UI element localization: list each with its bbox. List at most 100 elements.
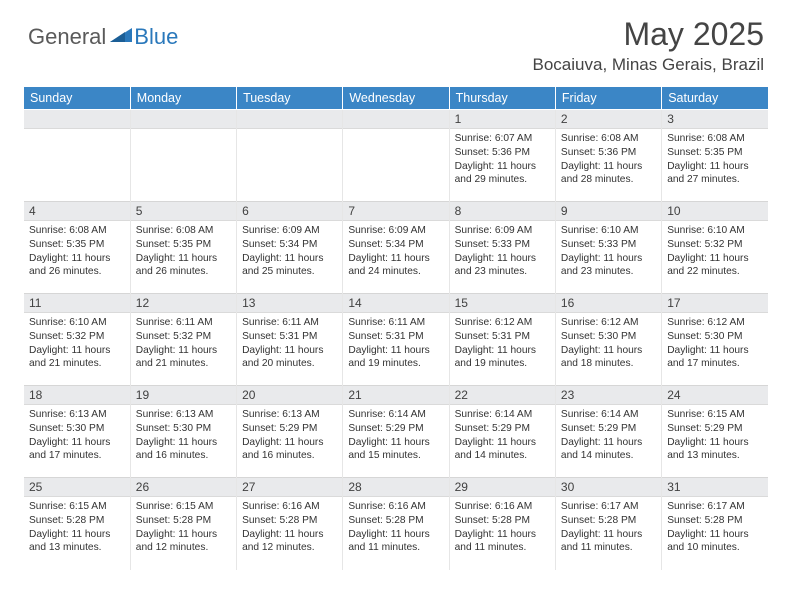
day-details: Sunrise: 6:12 AMSunset: 5:30 PMDaylight:… bbox=[662, 313, 768, 373]
sunset-text: Sunset: 5:35 PM bbox=[29, 238, 125, 252]
day-details: Sunrise: 6:10 AMSunset: 5:32 PMDaylight:… bbox=[24, 313, 130, 373]
daylight-text: Daylight: 11 hours and 22 minutes. bbox=[667, 252, 763, 280]
day-number: 25 bbox=[24, 478, 130, 497]
calendar-week-row: 18Sunrise: 6:13 AMSunset: 5:30 PMDayligh… bbox=[24, 386, 768, 478]
day-number: 28 bbox=[343, 478, 448, 497]
day-number bbox=[343, 110, 448, 129]
day-details: Sunrise: 6:11 AMSunset: 5:31 PMDaylight:… bbox=[237, 313, 342, 373]
calendar-day-cell bbox=[237, 110, 343, 202]
day-number: 8 bbox=[450, 202, 555, 221]
sunset-text: Sunset: 5:29 PM bbox=[348, 422, 443, 436]
daylight-text: Daylight: 11 hours and 18 minutes. bbox=[561, 344, 656, 372]
sunset-text: Sunset: 5:28 PM bbox=[29, 514, 125, 528]
calendar-day-cell: 12Sunrise: 6:11 AMSunset: 5:32 PMDayligh… bbox=[130, 294, 236, 386]
calendar-day-cell: 19Sunrise: 6:13 AMSunset: 5:30 PMDayligh… bbox=[130, 386, 236, 478]
weekday-header-row: Sunday Monday Tuesday Wednesday Thursday… bbox=[24, 87, 768, 110]
daylight-text: Daylight: 11 hours and 14 minutes. bbox=[561, 436, 656, 464]
calendar-day-cell: 5Sunrise: 6:08 AMSunset: 5:35 PMDaylight… bbox=[130, 202, 236, 294]
calendar-day-cell: 2Sunrise: 6:08 AMSunset: 5:36 PMDaylight… bbox=[555, 110, 661, 202]
calendar-day-cell: 29Sunrise: 6:16 AMSunset: 5:28 PMDayligh… bbox=[449, 478, 555, 570]
day-number: 2 bbox=[556, 110, 661, 129]
calendar-day-cell: 4Sunrise: 6:08 AMSunset: 5:35 PMDaylight… bbox=[24, 202, 130, 294]
sunrise-text: Sunrise: 6:09 AM bbox=[242, 224, 337, 238]
day-number: 6 bbox=[237, 202, 342, 221]
sunrise-text: Sunrise: 6:09 AM bbox=[348, 224, 443, 238]
calendar-week-row: 1Sunrise: 6:07 AMSunset: 5:36 PMDaylight… bbox=[24, 110, 768, 202]
sunset-text: Sunset: 5:34 PM bbox=[242, 238, 337, 252]
sunset-text: Sunset: 5:35 PM bbox=[136, 238, 231, 252]
day-details: Sunrise: 6:08 AMSunset: 5:36 PMDaylight:… bbox=[556, 129, 661, 189]
day-number: 10 bbox=[662, 202, 768, 221]
sunrise-text: Sunrise: 6:14 AM bbox=[455, 408, 550, 422]
sunrise-text: Sunrise: 6:12 AM bbox=[667, 316, 763, 330]
calendar-day-cell: 26Sunrise: 6:15 AMSunset: 5:28 PMDayligh… bbox=[130, 478, 236, 570]
day-number bbox=[24, 110, 130, 129]
sunset-text: Sunset: 5:35 PM bbox=[667, 146, 763, 160]
day-number: 21 bbox=[343, 386, 448, 405]
sunrise-text: Sunrise: 6:16 AM bbox=[455, 500, 550, 514]
day-details: Sunrise: 6:12 AMSunset: 5:31 PMDaylight:… bbox=[450, 313, 555, 373]
daylight-text: Daylight: 11 hours and 12 minutes. bbox=[136, 528, 231, 556]
weekday-header: Thursday bbox=[449, 87, 555, 110]
day-details: Sunrise: 6:15 AMSunset: 5:28 PMDaylight:… bbox=[24, 497, 130, 557]
sunset-text: Sunset: 5:28 PM bbox=[242, 514, 337, 528]
sunrise-text: Sunrise: 6:16 AM bbox=[242, 500, 337, 514]
sunrise-text: Sunrise: 6:08 AM bbox=[29, 224, 125, 238]
day-number: 26 bbox=[131, 478, 236, 497]
day-details: Sunrise: 6:08 AMSunset: 5:35 PMDaylight:… bbox=[24, 221, 130, 281]
day-details: Sunrise: 6:17 AMSunset: 5:28 PMDaylight:… bbox=[662, 497, 768, 557]
day-number: 22 bbox=[450, 386, 555, 405]
sunrise-text: Sunrise: 6:13 AM bbox=[242, 408, 337, 422]
sunrise-text: Sunrise: 6:11 AM bbox=[348, 316, 443, 330]
daylight-text: Daylight: 11 hours and 11 minutes. bbox=[348, 528, 443, 556]
calendar-day-cell: 23Sunrise: 6:14 AMSunset: 5:29 PMDayligh… bbox=[555, 386, 661, 478]
sunrise-text: Sunrise: 6:10 AM bbox=[29, 316, 125, 330]
sunset-text: Sunset: 5:31 PM bbox=[455, 330, 550, 344]
sunset-text: Sunset: 5:34 PM bbox=[348, 238, 443, 252]
sunset-text: Sunset: 5:30 PM bbox=[136, 422, 231, 436]
day-number: 29 bbox=[450, 478, 555, 497]
daylight-text: Daylight: 11 hours and 13 minutes. bbox=[667, 436, 763, 464]
day-details: Sunrise: 6:12 AMSunset: 5:30 PMDaylight:… bbox=[556, 313, 661, 373]
sunset-text: Sunset: 5:28 PM bbox=[561, 514, 656, 528]
calendar-day-cell bbox=[24, 110, 130, 202]
sunset-text: Sunset: 5:33 PM bbox=[561, 238, 656, 252]
logo-text-general: General bbox=[28, 24, 106, 50]
header: General Blue May 2025 Bocaiuva, Minas Ge… bbox=[0, 0, 792, 79]
weekday-header: Sunday bbox=[24, 87, 130, 110]
calendar-day-cell: 20Sunrise: 6:13 AMSunset: 5:29 PMDayligh… bbox=[237, 386, 343, 478]
title-block: May 2025 Bocaiuva, Minas Gerais, Brazil bbox=[533, 16, 764, 75]
calendar-day-cell: 1Sunrise: 6:07 AMSunset: 5:36 PMDaylight… bbox=[449, 110, 555, 202]
day-number: 11 bbox=[24, 294, 130, 313]
sunrise-text: Sunrise: 6:12 AM bbox=[455, 316, 550, 330]
daylight-text: Daylight: 11 hours and 23 minutes. bbox=[561, 252, 656, 280]
day-details: Sunrise: 6:11 AMSunset: 5:32 PMDaylight:… bbox=[131, 313, 236, 373]
calendar-day-cell bbox=[130, 110, 236, 202]
calendar-day-cell: 28Sunrise: 6:16 AMSunset: 5:28 PMDayligh… bbox=[343, 478, 449, 570]
sunrise-text: Sunrise: 6:13 AM bbox=[29, 408, 125, 422]
sunrise-text: Sunrise: 6:08 AM bbox=[561, 132, 656, 146]
sunrise-text: Sunrise: 6:15 AM bbox=[136, 500, 231, 514]
sunset-text: Sunset: 5:28 PM bbox=[455, 514, 550, 528]
calendar-day-cell: 21Sunrise: 6:14 AMSunset: 5:29 PMDayligh… bbox=[343, 386, 449, 478]
day-number: 14 bbox=[343, 294, 448, 313]
daylight-text: Daylight: 11 hours and 17 minutes. bbox=[29, 436, 125, 464]
day-number: 15 bbox=[450, 294, 555, 313]
calendar-week-row: 11Sunrise: 6:10 AMSunset: 5:32 PMDayligh… bbox=[24, 294, 768, 386]
calendar-week-row: 4Sunrise: 6:08 AMSunset: 5:35 PMDaylight… bbox=[24, 202, 768, 294]
day-details: Sunrise: 6:14 AMSunset: 5:29 PMDaylight:… bbox=[343, 405, 448, 465]
day-details: Sunrise: 6:13 AMSunset: 5:30 PMDaylight:… bbox=[131, 405, 236, 465]
sunset-text: Sunset: 5:32 PM bbox=[136, 330, 231, 344]
sunset-text: Sunset: 5:29 PM bbox=[667, 422, 763, 436]
calendar-day-cell: 10Sunrise: 6:10 AMSunset: 5:32 PMDayligh… bbox=[662, 202, 768, 294]
calendar-day-cell: 8Sunrise: 6:09 AMSunset: 5:33 PMDaylight… bbox=[449, 202, 555, 294]
day-details: Sunrise: 6:08 AMSunset: 5:35 PMDaylight:… bbox=[662, 129, 768, 189]
calendar-day-cell: 25Sunrise: 6:15 AMSunset: 5:28 PMDayligh… bbox=[24, 478, 130, 570]
day-details: Sunrise: 6:17 AMSunset: 5:28 PMDaylight:… bbox=[556, 497, 661, 557]
daylight-text: Daylight: 11 hours and 29 minutes. bbox=[455, 160, 550, 188]
sunset-text: Sunset: 5:29 PM bbox=[242, 422, 337, 436]
sunrise-text: Sunrise: 6:15 AM bbox=[29, 500, 125, 514]
sunrise-text: Sunrise: 6:07 AM bbox=[455, 132, 550, 146]
weekday-header: Tuesday bbox=[237, 87, 343, 110]
day-number: 24 bbox=[662, 386, 768, 405]
